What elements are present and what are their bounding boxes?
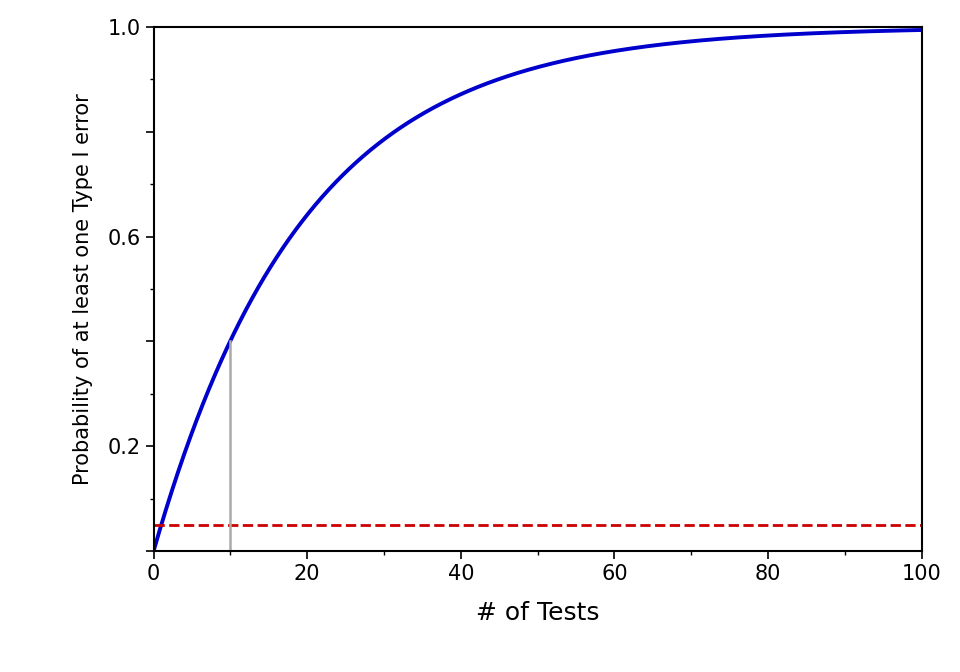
Y-axis label: Probability of at least one Type I error: Probability of at least one Type I error (73, 93, 93, 485)
X-axis label: # of Tests: # of Tests (476, 601, 599, 625)
